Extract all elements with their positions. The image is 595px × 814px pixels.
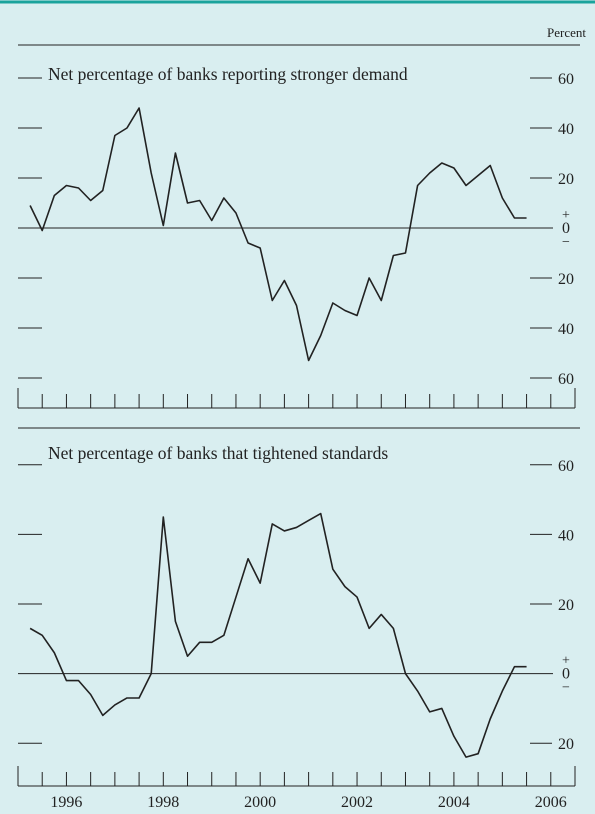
x-tick-label: 1996 xyxy=(50,794,82,811)
panel2-x-axis: 1996 1998 2000 2002 2004 2006 xyxy=(17,766,576,811)
x-tick-label: 2004 xyxy=(438,794,470,811)
panel1-x-axis xyxy=(17,388,576,409)
panel2-title: Net percentage of banks that tightened s… xyxy=(48,443,388,463)
x-tick-label: 2006 xyxy=(535,794,567,811)
panel1-series-line xyxy=(29,107,527,362)
y-tick-label: 20 xyxy=(558,171,574,188)
zero-minus-sign: − xyxy=(562,681,570,696)
y-tick-label: 40 xyxy=(558,527,574,544)
x-tick-label: 2002 xyxy=(341,794,373,811)
y-tick-label: 60 xyxy=(558,71,574,88)
y-tick-label: 40 xyxy=(558,321,574,338)
y-tick-label: 20 xyxy=(558,597,574,614)
panel2-y-ticks: 60 40 20 20 xyxy=(18,458,574,753)
y-tick-label: 20 xyxy=(558,271,574,288)
unit-label: Percent xyxy=(547,25,586,40)
panel2-zero-line: +0− xyxy=(18,654,570,696)
panel1-title: Net percentage of banks reporting strong… xyxy=(48,64,408,84)
panel1-y-ticks: 60 40 20 20 40 60 xyxy=(18,71,574,388)
y-tick-label: 40 xyxy=(558,121,574,138)
y-tick-label: 60 xyxy=(558,371,574,388)
y-tick-label: 20 xyxy=(558,736,574,753)
zero-minus-sign: − xyxy=(562,235,570,250)
panel2-series-line xyxy=(29,512,527,758)
x-tick-label: 2000 xyxy=(244,794,276,811)
zero-label: 0 xyxy=(562,220,570,237)
panel1-zero-line: +0− xyxy=(18,208,570,250)
zero-plus-sign: + xyxy=(562,654,570,669)
zero-label: 0 xyxy=(562,666,570,683)
x-tick-label: 1998 xyxy=(147,794,179,811)
y-tick-label: 60 xyxy=(558,458,574,475)
zero-plus-sign: + xyxy=(562,208,570,223)
